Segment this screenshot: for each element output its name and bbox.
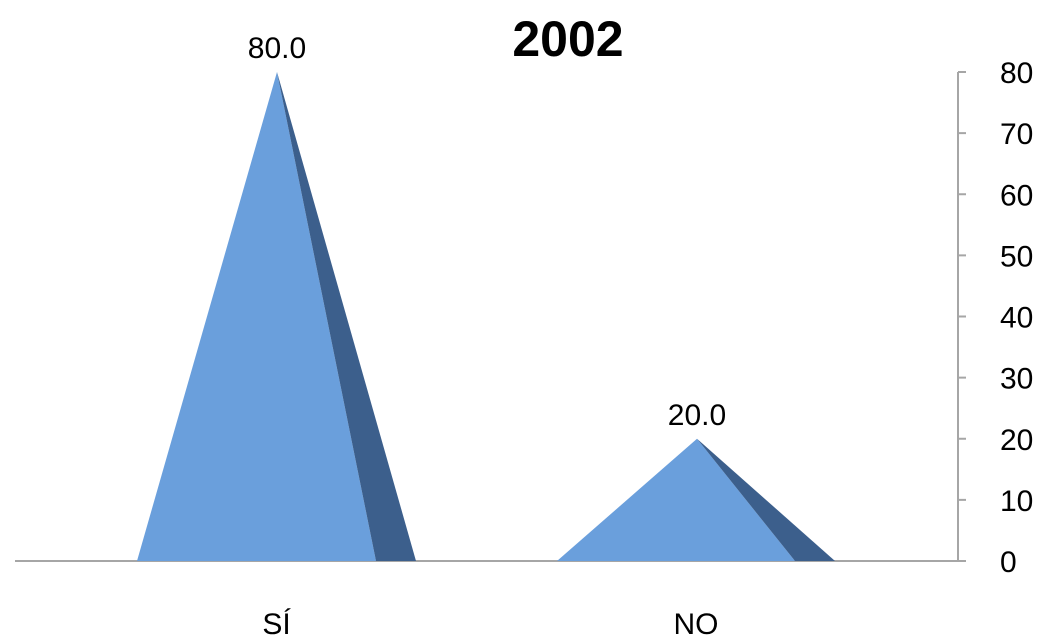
y-tick-label: 70: [1000, 118, 1033, 151]
y-tick-label: 40: [1000, 302, 1033, 335]
bar-side: [697, 438, 835, 561]
y-tick-label: 0: [1000, 546, 1017, 579]
category-label: SÍ: [262, 608, 291, 639]
chart-title: 2002: [512, 11, 623, 67]
y-tick-label: 50: [1000, 240, 1033, 273]
axis-layer: 0 10 20 30 40 50 60 70 80: [15, 57, 1033, 579]
y-tick-label: 30: [1000, 363, 1033, 396]
bar-face: [557, 438, 795, 561]
y-tick-label: 80: [1000, 57, 1033, 90]
y-tick-label: 20: [1000, 424, 1033, 457]
data-label: 80.0: [248, 32, 306, 65]
bar-face: [137, 72, 376, 561]
label-layer: 80.0 SÍ 20.0 NO: [248, 32, 726, 641]
y-tick-label: 60: [1000, 179, 1033, 212]
bar-layer: [137, 72, 835, 561]
y-tick-label: 10: [1000, 485, 1033, 518]
data-label: 20.0: [668, 399, 726, 432]
bar-side: [277, 72, 416, 561]
category-label: NO: [674, 608, 719, 639]
